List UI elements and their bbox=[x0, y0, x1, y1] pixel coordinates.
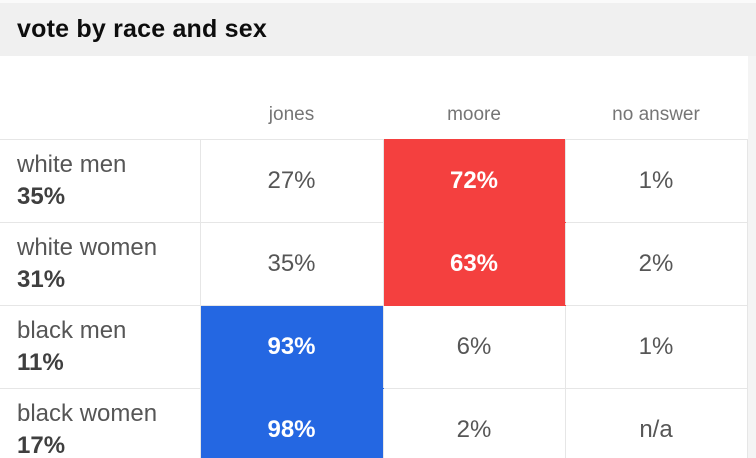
column-header-no-answer: no answer bbox=[565, 56, 747, 140]
row-label: black men bbox=[17, 317, 127, 344]
table-row: black women 17% 98% 2% n/a bbox=[0, 388, 748, 458]
row-total: 11% bbox=[17, 349, 64, 376]
row-label: white men bbox=[17, 151, 127, 178]
column-header-jones: jones bbox=[200, 56, 383, 140]
value-cell: 35% bbox=[199, 222, 384, 306]
row-total: 17% bbox=[17, 432, 66, 458]
row-label: black women bbox=[17, 400, 158, 427]
page-title: vote by race and sex bbox=[17, 15, 267, 43]
poll-table: jones moore no answer white men 35% 27% … bbox=[0, 56, 748, 458]
row-label: white women bbox=[17, 234, 158, 261]
value-cell: 1% bbox=[564, 139, 748, 223]
value-cell: 93% bbox=[199, 305, 384, 389]
value-cell: 63% bbox=[382, 222, 566, 306]
value-cell: 1% bbox=[564, 305, 748, 389]
row-header-white-men: white men 35% bbox=[0, 139, 201, 223]
value-cell: 72% bbox=[382, 139, 566, 223]
row-total: 35% bbox=[17, 183, 66, 210]
header-empty bbox=[0, 56, 200, 140]
table-row: white men 35% 27% 72% 1% bbox=[0, 139, 748, 223]
table-row: white women 31% 35% 63% 2% bbox=[0, 222, 748, 306]
title-bar: vote by race and sex bbox=[0, 0, 756, 56]
value-cell: n/a bbox=[564, 388, 748, 458]
value-cell: 6% bbox=[382, 305, 566, 389]
value-cell: 2% bbox=[382, 388, 566, 458]
poll-table-wrap: jones moore no answer white men 35% 27% … bbox=[0, 56, 756, 458]
row-total: 31% bbox=[17, 266, 66, 293]
table-row: black men 11% 93% 6% 1% bbox=[0, 305, 748, 389]
row-header-black-women: black women 17% bbox=[0, 388, 201, 458]
row-header-black-men: black men 11% bbox=[0, 305, 201, 389]
value-cell: 2% bbox=[564, 222, 748, 306]
header-row: jones moore no answer bbox=[0, 56, 747, 140]
row-header-white-women: white women 31% bbox=[0, 222, 201, 306]
value-cell: 98% bbox=[199, 388, 384, 458]
value-cell: 27% bbox=[199, 139, 384, 223]
column-header-moore: moore bbox=[383, 56, 565, 140]
